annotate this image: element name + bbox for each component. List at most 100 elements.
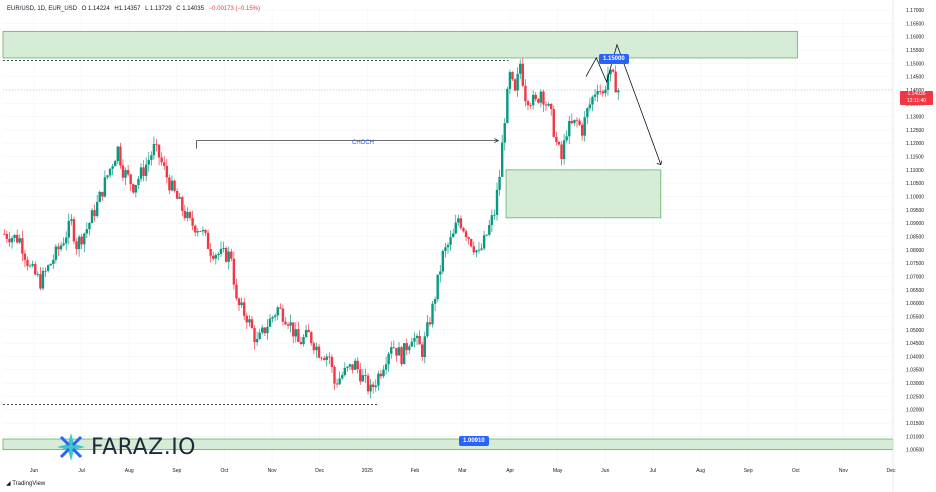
candle-body xyxy=(52,259,55,264)
x-tick-label: Dec xyxy=(887,468,896,474)
candle-body xyxy=(490,215,494,225)
y-tick-label: 1.11000 xyxy=(906,168,924,174)
candle-body xyxy=(160,157,163,163)
candle-body xyxy=(371,384,375,388)
candle-body xyxy=(356,360,359,370)
chart-grid xyxy=(3,9,893,463)
candle-body xyxy=(163,162,166,166)
candle-body xyxy=(593,94,597,97)
candle-body xyxy=(310,332,313,344)
candle-body xyxy=(31,264,34,266)
candle-body xyxy=(36,274,40,275)
y-tick-label: 1.16000 xyxy=(906,35,924,41)
candle-body xyxy=(570,121,574,124)
projection-layer xyxy=(585,43,663,166)
candle-body xyxy=(49,263,52,266)
candle-body xyxy=(144,164,148,176)
candle-body xyxy=(428,322,432,325)
candle-body xyxy=(292,322,295,337)
candle-body xyxy=(23,253,27,260)
candle-body xyxy=(539,91,543,103)
last-price-tag: 1.14035 12:11:40 xyxy=(900,91,933,105)
y-tick-label: 1.05000 xyxy=(906,328,924,334)
candle-body xyxy=(508,72,512,89)
candle-body xyxy=(555,136,558,142)
x-tick-label: Nov xyxy=(839,468,848,474)
candle-body xyxy=(470,239,473,247)
candle-body xyxy=(83,233,86,245)
candle-body xyxy=(384,364,388,370)
y-tick-label: 1.10000 xyxy=(906,195,924,201)
candle-body xyxy=(222,248,225,249)
brand-name: FARAZ.IO xyxy=(91,434,196,460)
candle-body xyxy=(353,360,357,370)
candle-body xyxy=(268,318,272,327)
candle-body xyxy=(413,338,416,342)
zone-demand xyxy=(505,169,662,219)
candle-body xyxy=(426,322,429,337)
symbol-name[interactable]: EUR/USD, 1D, EUR_USD xyxy=(7,6,78,12)
candle-body xyxy=(8,238,11,243)
candle-body xyxy=(596,91,599,95)
candle-body xyxy=(191,217,194,226)
candle-body xyxy=(544,104,548,106)
candle-body xyxy=(157,144,161,158)
candle-body xyxy=(431,303,434,325)
candle-body xyxy=(196,231,199,233)
candle-body xyxy=(307,329,310,333)
y-tick-label: 1.10500 xyxy=(906,181,924,187)
x-axis[interactable]: Jun Jul Aug Sep Oct Nov Dec 2025 Feb Mar Apr May Jun… xyxy=(30,468,896,474)
candle-body xyxy=(506,88,509,124)
candle-body xyxy=(560,144,563,160)
candle-body xyxy=(253,328,256,343)
candle-body xyxy=(219,248,223,254)
y-axis[interactable]: 1.17000 1.16500 1.16000 1.15500 1.15000 1.145… xyxy=(892,0,924,492)
candle-body xyxy=(5,233,9,239)
ohlc-low: L 1.13729 xyxy=(145,6,172,12)
candle-body xyxy=(351,364,354,370)
x-tick-label: Oct xyxy=(221,468,229,474)
candle-body xyxy=(90,210,94,224)
candle-body xyxy=(377,373,380,386)
candle-body xyxy=(516,73,519,91)
candle-body xyxy=(57,246,60,250)
candle-body xyxy=(101,191,104,197)
candle-body xyxy=(500,142,504,177)
candle-body xyxy=(495,189,499,215)
candle-body xyxy=(611,69,615,72)
candle-body xyxy=(322,358,326,360)
candle-body xyxy=(304,329,308,338)
y-tick-label: 1.11500 xyxy=(906,155,924,161)
x-tick-label: Jun xyxy=(30,468,38,474)
candle-body xyxy=(449,237,452,245)
candle-body xyxy=(575,119,579,121)
candle-body xyxy=(614,71,617,93)
candle-body xyxy=(392,347,396,349)
candle-body xyxy=(521,63,525,86)
candle-body xyxy=(462,228,465,232)
candle-body xyxy=(199,231,202,232)
candle-body xyxy=(255,339,259,343)
candle-body xyxy=(261,327,264,333)
candle-body xyxy=(397,347,401,356)
candle-body xyxy=(580,124,584,136)
candle-body xyxy=(609,69,612,75)
candle-body xyxy=(421,344,424,357)
tradingview-label: TradingView xyxy=(12,481,46,487)
y-tick-label: 1.15000 xyxy=(906,61,924,67)
candle-body xyxy=(534,94,537,100)
candle-body xyxy=(137,178,140,186)
candles-layer xyxy=(3,57,620,399)
candle-body xyxy=(418,335,421,345)
candle-body xyxy=(175,191,179,199)
zones-layer xyxy=(2,30,894,451)
x-tick-label: Aug xyxy=(696,468,705,474)
candle-body xyxy=(214,254,218,259)
candle-body xyxy=(77,236,81,250)
candle-body xyxy=(348,364,352,367)
candle-body xyxy=(511,72,514,80)
candle-body xyxy=(41,270,45,289)
y-tick-label: 1.07500 xyxy=(906,261,924,267)
candle-body xyxy=(446,244,450,248)
